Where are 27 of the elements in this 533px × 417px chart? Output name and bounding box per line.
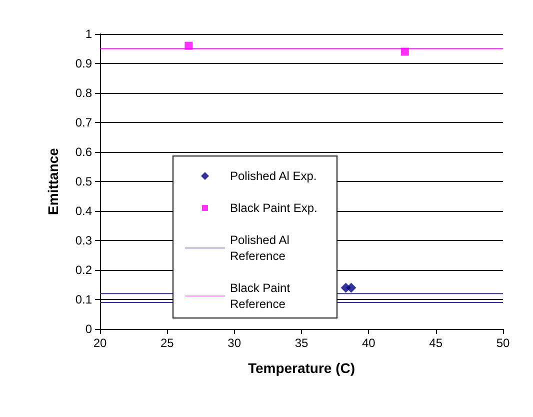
y-tick-label: 0.5: [75, 174, 92, 188]
y-tick-label: 0.2: [75, 263, 92, 277]
y-tick-label: 0.6: [75, 145, 92, 159]
y-tick-label: 0.7: [75, 116, 92, 130]
x-axis-title: Temperature (C): [248, 360, 356, 376]
y-tick-label: 0.9: [75, 56, 92, 70]
point: [184, 42, 193, 50]
x-tick-label: 20: [93, 336, 107, 350]
point: [400, 48, 409, 56]
legend-label: Polished Al Exp.: [230, 169, 317, 183]
point: [346, 282, 356, 293]
x-tick-label: 35: [294, 336, 308, 350]
legend-label: Black Paint Reference: [230, 281, 294, 311]
y-tick-label: 0.8: [75, 86, 92, 100]
legend-label: Polished Al Reference: [230, 233, 293, 263]
legend-label: Black Paint Exp.: [230, 201, 318, 215]
x-tick-label: 25: [160, 336, 174, 350]
x-tick-label: 50: [496, 336, 510, 350]
y-tick-label: 0: [85, 322, 92, 336]
y-tick-label: 1: [85, 27, 92, 41]
x-tick-label: 30: [228, 336, 242, 350]
y-axis-title: Emittance: [45, 148, 61, 215]
x-tick-label: 45: [429, 336, 443, 350]
y-tick-label: 0.1: [75, 292, 92, 306]
y-tick-label: 0.4: [75, 204, 92, 218]
x-tick-label: 40: [362, 336, 376, 350]
y-tick-label: 0.3: [75, 234, 92, 248]
